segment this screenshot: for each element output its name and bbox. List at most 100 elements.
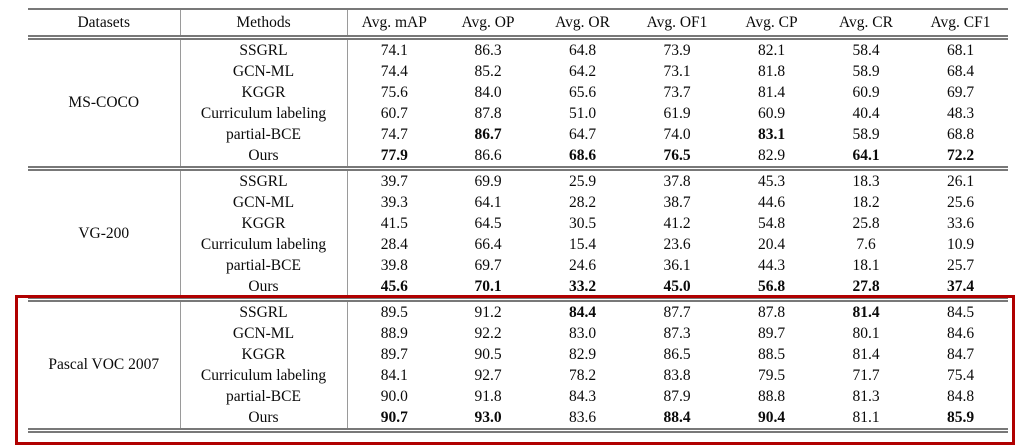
method-name: Curriculum labeling xyxy=(180,234,348,255)
metric-value: 18.1 xyxy=(852,256,880,274)
header-row: Datasets Methods Avg. mAP Avg. OP Avg. O… xyxy=(28,9,1008,40)
method-name: KGGR xyxy=(180,344,348,365)
metric-value: 88.8 xyxy=(757,387,786,405)
metric-value: 83.1 xyxy=(757,125,786,143)
metric-value: 81.8 xyxy=(757,62,786,80)
col-header-avg-or: Avg. OR xyxy=(535,9,630,40)
metric-value: 73.1 xyxy=(663,62,691,80)
method-name: SSGRL xyxy=(180,168,348,192)
metric-value: 84.5 xyxy=(946,303,975,321)
metric-value: 82.9 xyxy=(568,345,597,363)
metric-value: 26.1 xyxy=(946,172,975,190)
results-table-figure: Datasets Methods Avg. mAP Avg. OP Avg. O… xyxy=(28,8,1008,433)
metric-value: 86.7 xyxy=(474,125,502,143)
metric-value: 68.8 xyxy=(946,125,975,143)
metric-value: 27.8 xyxy=(852,277,880,295)
metric-value: 58.9 xyxy=(852,62,880,80)
metric-value: 25.6 xyxy=(946,193,975,211)
metric-value: 65.6 xyxy=(568,83,597,101)
metric-value: 75.4 xyxy=(946,366,975,384)
metric-value: 72.2 xyxy=(946,146,975,164)
metric-value: 81.4 xyxy=(852,303,880,321)
table-row: partial-BCE 74.7 86.7 64.7 74.0 83.1 58.… xyxy=(28,124,1008,145)
metric-value: 83.8 xyxy=(663,366,691,384)
metric-value: 89.7 xyxy=(757,324,786,342)
metric-value: 15.4 xyxy=(568,235,597,253)
metric-value: 90.4 xyxy=(757,408,786,426)
metric-value: 88.4 xyxy=(663,408,691,426)
table-row: GCN-ML 39.3 64.1 28.2 38.7 44.6 18.2 25.… xyxy=(28,192,1008,213)
metric-value: 23.6 xyxy=(663,235,691,253)
method-name: Curriculum labeling xyxy=(180,103,348,124)
metric-value: 44.6 xyxy=(757,193,786,211)
metric-value: 60.9 xyxy=(852,83,880,101)
metric-value: 73.9 xyxy=(663,41,691,59)
metric-value: 90.5 xyxy=(474,345,502,363)
col-header-avg-op: Avg. OP xyxy=(441,9,535,40)
metric-value: 69.7 xyxy=(474,256,502,274)
dataset-name: Pascal VOC 2007 xyxy=(28,299,181,431)
metric-value: 51.0 xyxy=(568,104,597,122)
col-header-avg-of1: Avg. OF1 xyxy=(630,9,724,40)
metric-value: 87.8 xyxy=(757,303,786,321)
col-header-avg-cp: Avg. CP xyxy=(724,9,819,40)
metric-value: 89.7 xyxy=(380,345,408,363)
metric-value: 88.9 xyxy=(380,324,408,342)
metric-value: 66.4 xyxy=(474,235,502,253)
metric-value: 89.5 xyxy=(380,303,408,321)
metric-value: 37.8 xyxy=(663,172,691,190)
metric-value: 84.1 xyxy=(380,366,408,384)
metric-value: 91.2 xyxy=(474,303,502,321)
table-row: Ours 45.6 70.1 33.2 45.0 56.8 27.8 37.4 xyxy=(28,276,1008,300)
metric-value: 90.0 xyxy=(380,387,408,405)
dataset-name: MS-COCO xyxy=(28,37,181,169)
metric-value: 44.3 xyxy=(757,256,786,274)
metric-value: 25.8 xyxy=(852,214,880,232)
metric-value: 24.6 xyxy=(568,256,597,274)
metric-value: 74.7 xyxy=(380,125,408,143)
metric-value: 18.3 xyxy=(852,172,880,190)
metric-value: 64.1 xyxy=(852,146,880,164)
metric-value: 69.7 xyxy=(946,83,975,101)
metric-value: 82.9 xyxy=(757,146,786,164)
metric-value: 93.0 xyxy=(474,408,502,426)
metric-value: 76.5 xyxy=(663,146,691,164)
metric-value: 68.4 xyxy=(946,62,975,80)
metric-value: 70.1 xyxy=(474,277,502,295)
metric-value: 81.3 xyxy=(852,387,880,405)
table-row: VG-200 SSGRL 39.7 69.9 25.9 37.8 45.3 18… xyxy=(28,168,1008,300)
metric-value: 7.6 xyxy=(856,235,876,253)
metric-value: 48.3 xyxy=(946,104,975,122)
col-header-avg-cr: Avg. CR xyxy=(819,9,913,40)
metric-value: 58.4 xyxy=(852,41,880,59)
metric-value: 85.2 xyxy=(474,62,502,80)
metric-value: 28.4 xyxy=(380,235,408,253)
metric-value: 87.3 xyxy=(663,324,691,342)
metric-value: 84.3 xyxy=(568,387,597,405)
metric-value: 58.9 xyxy=(852,125,880,143)
metric-value: 33.6 xyxy=(946,214,975,232)
metric-value: 74.0 xyxy=(663,125,691,143)
metric-value: 40.4 xyxy=(852,104,880,122)
method-name: GCN-ML xyxy=(180,192,348,213)
method-name: Curriculum labeling xyxy=(180,365,348,386)
metric-value: 80.1 xyxy=(852,324,880,342)
metric-value: 84.6 xyxy=(946,324,975,342)
metric-value: 84.0 xyxy=(474,83,502,101)
metric-value: 33.2 xyxy=(568,277,597,295)
metric-value: 68.1 xyxy=(946,41,975,59)
metric-value: 64.5 xyxy=(474,214,502,232)
table-row: MS-COCO SSGRL 74.1 86.3 64.8 73.9 82.1 5… xyxy=(28,37,1008,169)
metric-value: 60.7 xyxy=(380,104,408,122)
metric-value: 74.1 xyxy=(380,41,408,59)
metric-value: 56.8 xyxy=(757,277,786,295)
metric-value: 91.8 xyxy=(474,387,502,405)
section-vg-200: VG-200 SSGRL 39.7 69.9 25.9 37.8 45.3 18… xyxy=(28,168,1008,300)
col-header-avg-map: Avg. mAP xyxy=(347,9,441,40)
section-pascal-voc-2007: Pascal VOC 2007 SSGRL 89.5 91.2 84.4 87.… xyxy=(28,299,1008,431)
metric-value: 87.9 xyxy=(663,387,691,405)
metric-value: 25.9 xyxy=(568,172,597,190)
metric-value: 60.9 xyxy=(757,104,786,122)
metric-value: 69.9 xyxy=(474,172,502,190)
metric-value: 88.5 xyxy=(757,345,786,363)
